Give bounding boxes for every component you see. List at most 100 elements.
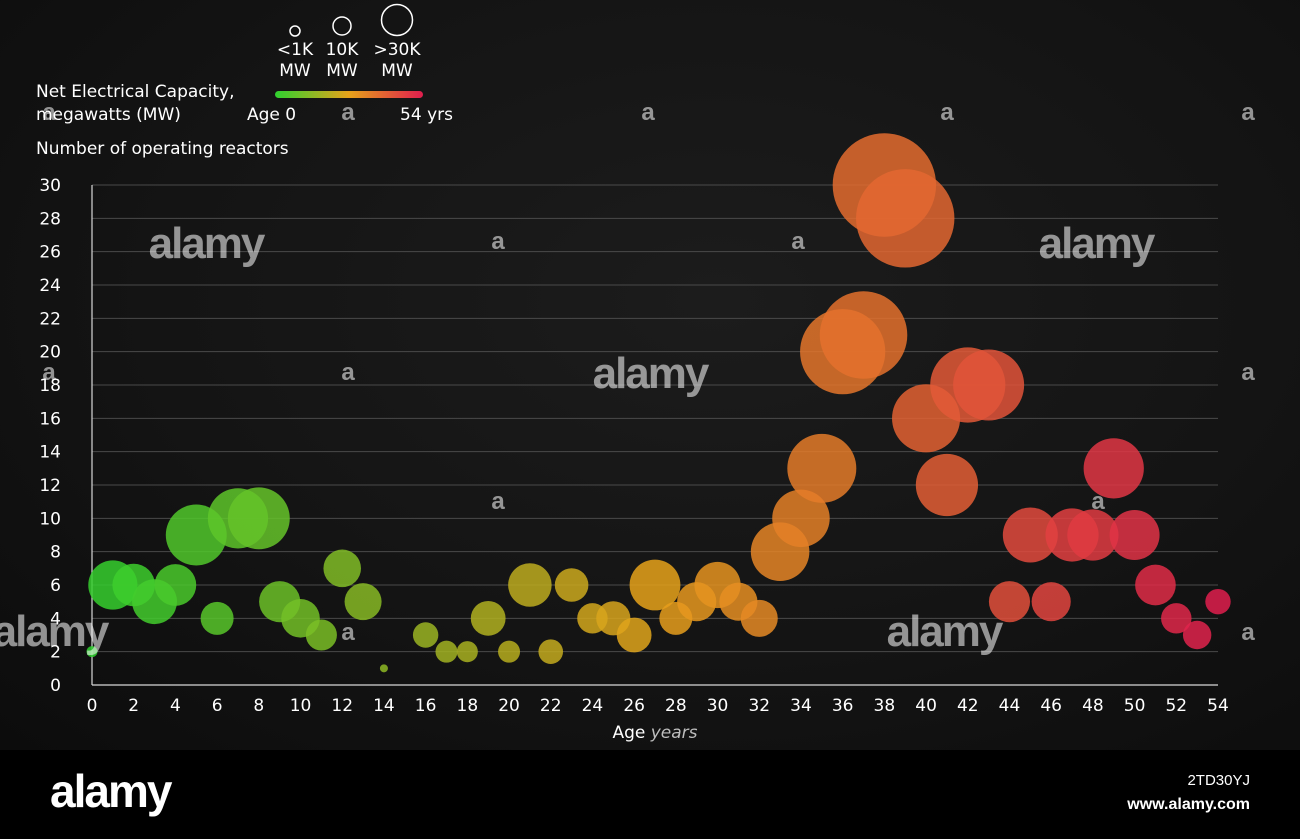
y-tick-label: 20 xyxy=(39,343,61,363)
watermark-mark: a xyxy=(1241,619,1255,646)
y-tick-label: 12 xyxy=(39,476,61,496)
bubble-age-17 xyxy=(435,640,458,663)
x-axis-label-main: Age xyxy=(612,723,645,743)
bubble-age-34 xyxy=(772,489,830,548)
x-tick-label: 36 xyxy=(832,696,854,716)
x-tick-label: 42 xyxy=(957,696,979,716)
x-tick-label: 12 xyxy=(331,696,353,716)
x-tick-label: 2 xyxy=(128,696,139,716)
bubble-age-49 xyxy=(1083,438,1144,499)
size-legend-medium-label: 10K xyxy=(326,40,360,60)
image-id: 2TD30YJ xyxy=(1187,772,1250,789)
age-legend-end-label: 54 yrs xyxy=(400,105,453,125)
y-tick-label: 24 xyxy=(39,276,61,296)
bubble-age-4 xyxy=(154,564,197,606)
bubble-age-41 xyxy=(915,453,979,517)
x-tick-label: 48 xyxy=(1082,696,1104,716)
x-axis-label-unit: years xyxy=(650,723,698,743)
x-tick-label: 4 xyxy=(170,696,181,716)
bubble-age-21 xyxy=(508,563,552,607)
watermark-mark: a xyxy=(341,99,355,126)
y-tick-label: 30 xyxy=(39,176,61,196)
footer-url: www.alamy.com xyxy=(1127,796,1250,813)
bubble-age-43 xyxy=(953,349,1025,421)
size-legend-large-label: >30K xyxy=(373,40,421,60)
bubble-age-0 xyxy=(86,646,98,658)
x-tick-label: 30 xyxy=(707,696,729,716)
watermark-mark: a xyxy=(491,488,505,515)
watermark-mark: a xyxy=(341,619,355,646)
x-tick-label: 50 xyxy=(1124,696,1146,716)
bubble-age-23 xyxy=(554,568,589,602)
x-tick-label: 8 xyxy=(253,696,264,716)
bubble-age-11 xyxy=(305,619,337,651)
y-tick-label: 2 xyxy=(50,643,61,663)
y-tick-label: 26 xyxy=(39,243,61,263)
size-legend: <1K MW 10K MW >30K MW xyxy=(277,3,421,81)
bubble-age-53 xyxy=(1182,620,1212,650)
size-legend-large-circle xyxy=(380,3,414,37)
bubble-age-26 xyxy=(616,617,652,653)
bubble-age-39 xyxy=(856,169,955,268)
footer-bar xyxy=(0,750,1300,839)
x-tick-label: 38 xyxy=(874,696,896,716)
watermark-mark: a xyxy=(791,228,805,255)
y-tick-label: 0 xyxy=(50,676,61,696)
size-legend-medium-unit: MW xyxy=(326,61,358,81)
age-gradient-bar xyxy=(275,91,423,98)
x-tick-label: 34 xyxy=(790,696,812,716)
age-legend-start-label: Age 0 xyxy=(247,105,296,125)
bubble-age-54 xyxy=(1205,588,1231,615)
grid xyxy=(92,184,1218,653)
size-legend-medium-circle xyxy=(332,16,352,36)
x-tick-label: 40 xyxy=(915,696,937,716)
y-tick-label: 14 xyxy=(39,443,61,463)
size-legend-small-label: <1K xyxy=(277,40,314,60)
capacity-legend-title: Net Electrical Capacity, megawatts (MW) xyxy=(36,82,234,125)
x-tick-label: 24 xyxy=(582,696,604,716)
bubble-age-27 xyxy=(629,559,681,611)
watermark-mark: a xyxy=(42,359,56,386)
size-legend-small-unit: MW xyxy=(279,61,311,81)
x-axis-label: Age years xyxy=(612,723,697,743)
bubble-age-13 xyxy=(344,583,382,621)
age-color-legend: Age 0 54 yrs xyxy=(247,91,453,125)
x-tick-label: 54 xyxy=(1207,696,1229,716)
bubble-age-37 xyxy=(819,291,908,379)
bubble-age-52 xyxy=(1161,603,1192,634)
bubble-age-19 xyxy=(470,600,506,636)
y-tick-label: 10 xyxy=(39,509,61,529)
watermark-logo: alamy xyxy=(593,349,710,398)
bubbles xyxy=(86,133,1231,673)
x-tick-label: 18 xyxy=(457,696,479,716)
x-tick-label: 52 xyxy=(1165,696,1187,716)
chart-panel: <1K MW 10K MW >30K MW Net Electrical Cap… xyxy=(0,0,1300,750)
x-tick-label: 46 xyxy=(1040,696,1062,716)
bubble-age-18 xyxy=(456,641,478,663)
y-tick-label: 16 xyxy=(39,409,61,429)
bubble-age-6 xyxy=(200,601,234,635)
bubble-age-51 xyxy=(1135,564,1176,606)
bubble-age-46 xyxy=(1031,582,1071,622)
bubble-age-22 xyxy=(538,639,564,664)
x-tick-label: 22 xyxy=(540,696,562,716)
x-tick-label: 0 xyxy=(87,696,98,716)
watermark-mark: a xyxy=(42,99,56,126)
y-tick-label: 6 xyxy=(50,576,61,596)
watermark-logo: alamy xyxy=(0,607,110,656)
bubble-age-8 xyxy=(227,487,290,550)
bubble-age-35 xyxy=(787,433,857,503)
bubble-chart: <1K MW 10K MW >30K MW Net Electrical Cap… xyxy=(0,3,1255,743)
size-legend-small-circle xyxy=(289,25,301,37)
watermark-mark: a xyxy=(940,99,954,126)
watermark-logo: alamy xyxy=(887,607,1004,656)
watermark-mark: a xyxy=(641,99,655,126)
bubble-age-48 xyxy=(1067,509,1119,561)
bubble-age-16 xyxy=(412,622,439,648)
bubble-age-12 xyxy=(323,549,362,588)
x-tick-label: 16 xyxy=(415,696,437,716)
x-tick-labels: 0 2 4 6 8 10 12 14 16 18 20 22 24 26 28 30 32 34 36 38 40 42 4… xyxy=(87,696,1229,716)
x-tick-label: 32 xyxy=(748,696,770,716)
bubble-age-14 xyxy=(379,664,388,673)
